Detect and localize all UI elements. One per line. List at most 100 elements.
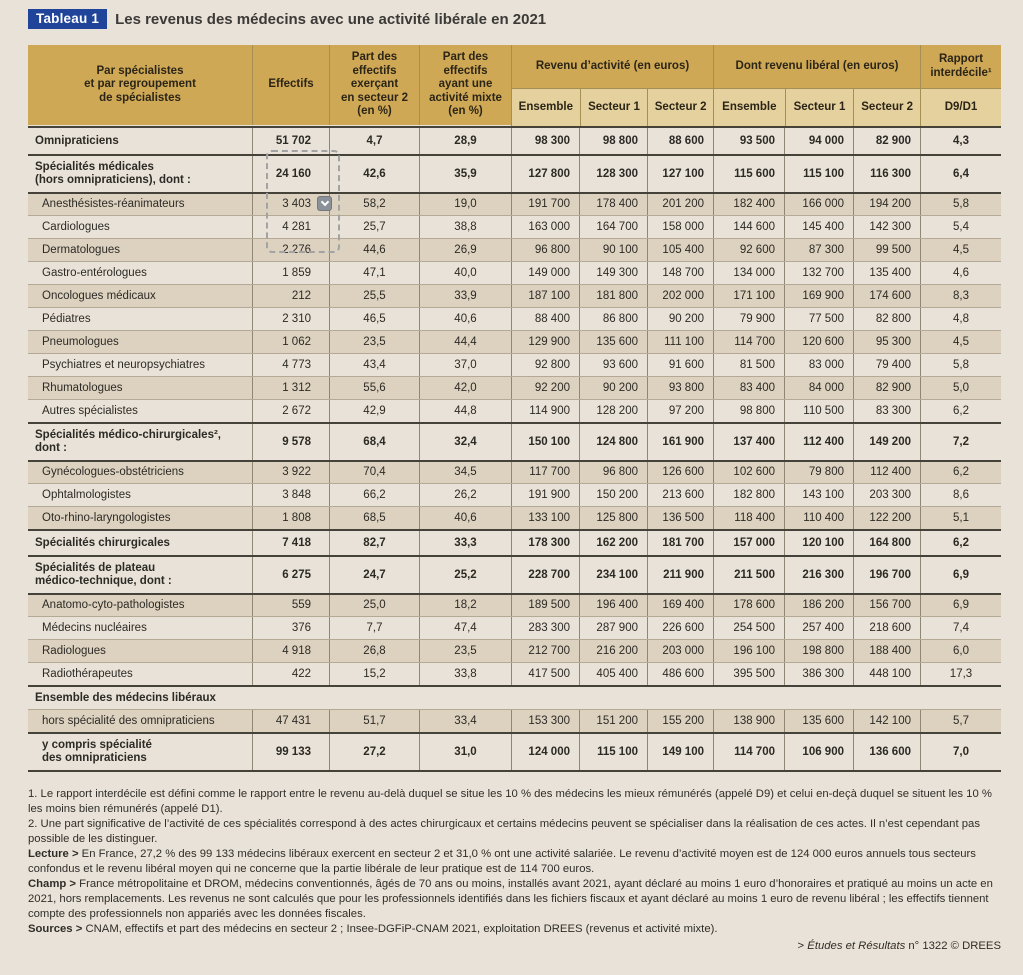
page-title: Les revenus des médecins avec une activi… <box>115 10 547 28</box>
cell-liberal-secteur2: 194 200 <box>853 194 920 215</box>
cell-effectifs: 4 773 <box>252 354 329 376</box>
cell-part-mixte: 44,8 <box>419 400 511 422</box>
cell-revenu-secteur1: 150 200 <box>579 484 647 506</box>
cell-part-mixte: 23,5 <box>419 640 511 662</box>
cell-revenu-secteur2: 202 000 <box>647 285 713 307</box>
cell-part-mixte: 26,2 <box>419 484 511 506</box>
header-group-revenu-activite: Revenu d’activité (en euros) Ensemble Se… <box>511 45 713 126</box>
table-row: Cardiologues 4 281 25,7 38,8 163 000 164 700 1… <box>28 215 1001 238</box>
cell-part-mixte: 33,4 <box>419 710 511 732</box>
cell-liberal-ensemble: 81 500 <box>713 354 784 376</box>
cell-revenu-ensemble: 191 900 <box>511 484 579 506</box>
header-group-rapport: Rapport interdécile¹ D9/D1 <box>920 45 1001 126</box>
cell-revenu-ensemble: 153 300 <box>511 710 579 732</box>
cell-d9-d1: 5,8 <box>920 194 1001 215</box>
cell-revenu-ensemble: 114 900 <box>511 400 579 422</box>
cell-label: Anesthésistes-réanimateurs <box>42 198 185 211</box>
cell-revenu-secteur2: 158 000 <box>647 216 713 238</box>
cell-revenu-ensemble: 189 500 <box>511 595 579 616</box>
cell-part-mixte: 44,4 <box>419 331 511 353</box>
cell-liberal-ensemble: 182 800 <box>713 484 784 506</box>
cell-part-secteur2: 25,0 <box>329 595 419 616</box>
cell-liberal-secteur2: 135 400 <box>853 262 920 284</box>
header-dont-liberal: Dont revenu libéral (en euros) <box>714 45 920 88</box>
cell-liberal-secteur2: 149 200 <box>853 424 920 460</box>
cell-part-secteur2: 70,4 <box>329 462 419 483</box>
selection-marquee[interactable] <box>266 150 340 253</box>
cell-d9-d1: 4,5 <box>920 239 1001 261</box>
cell-revenu-secteur2: 226 600 <box>647 617 713 639</box>
cell-liberal-ensemble: 114 700 <box>713 331 784 353</box>
cell-revenu-secteur2: 105 400 <box>647 239 713 261</box>
cell-d9-d1: 6,2 <box>920 462 1001 483</box>
table-row: Spécialités médicales (hors omnipraticie… <box>28 154 1001 192</box>
cell-label: Médecins nucléaires <box>42 621 147 634</box>
cell-revenu-secteur1: 287 900 <box>579 617 647 639</box>
table-row: Psychiatres et neuropsychiatres 4 773 43,4… <box>28 353 1001 376</box>
cell-part-secteur2: 66,2 <box>329 484 419 506</box>
cell-effectifs: 1 808 <box>252 507 329 529</box>
cell-revenu-secteur2: 148 700 <box>647 262 713 284</box>
cell-revenu-secteur2: 149 100 <box>647 734 713 770</box>
cell-liberal-secteur2: 142 300 <box>853 216 920 238</box>
cell-d9-d1: 5,0 <box>920 377 1001 399</box>
cell-revenu-secteur2: 155 200 <box>647 710 713 732</box>
cell-effectifs: 376 <box>252 617 329 639</box>
table-row: Oto-rhino-laryngologistes 1 808 68,5 40,6 13… <box>28 506 1001 529</box>
cell-liberal-ensemble: 93 500 <box>713 128 784 154</box>
cell-d9-d1: 5,4 <box>920 216 1001 238</box>
cell-label: Gynécologues-obstétriciens <box>42 466 184 479</box>
cell-revenu-secteur2: 88 600 <box>647 128 713 154</box>
cell-part-secteur2: 26,8 <box>329 640 419 662</box>
table-row: Dermatologues 2 276 44,6 26,9 96 800 90 100 10… <box>28 238 1001 261</box>
cell-effectifs: 422 <box>252 663 329 685</box>
table-row: Anatomo-cyto-pathologistes 559 25,0 18,2 189… <box>28 593 1001 616</box>
cell-liberal-secteur2: 136 600 <box>853 734 920 770</box>
cell-liberal-secteur2: 203 300 <box>853 484 920 506</box>
cell-revenu-secteur1: 164 700 <box>579 216 647 238</box>
cell-revenu-secteur1: 90 100 <box>579 239 647 261</box>
cell-liberal-ensemble: 114 700 <box>713 734 784 770</box>
header-effectifs: Effectifs <box>252 45 329 125</box>
cell-d9-d1: 5,8 <box>920 354 1001 376</box>
cell-revenu-secteur1: 149 300 <box>579 262 647 284</box>
cell-revenu-ensemble: 133 100 <box>511 507 579 529</box>
table-number-badge: Tableau 1 <box>28 9 108 29</box>
header-rapport-interdecile: Rapport interdécile¹ <box>921 45 1001 88</box>
cell-revenu-secteur2: 127 100 <box>647 156 713 192</box>
header-liberal-ensemble: Ensemble <box>714 89 785 126</box>
cell-liberal-secteur1: 145 400 <box>784 216 853 238</box>
table-row: Omnipraticiens 51 702 4,7 28,9 98 300 98 800 8… <box>28 128 1001 154</box>
cell-part-mixte: 38,8 <box>419 216 511 238</box>
cell-revenu-ensemble: 178 300 <box>511 531 579 555</box>
cell-liberal-secteur1: 257 400 <box>784 617 853 639</box>
cell-part-mixte: 40,0 <box>419 262 511 284</box>
cell-liberal-secteur1: 216 300 <box>784 557 853 593</box>
header-liberal-secteur1: Secteur 1 <box>784 89 854 126</box>
cell-liberal-secteur2: 83 300 <box>853 400 920 422</box>
cell-liberal-ensemble: 102 600 <box>713 462 784 483</box>
cell-liberal-secteur1: 132 700 <box>784 262 853 284</box>
footnote: Champ > France métropolitaine et DROM, m… <box>28 878 993 920</box>
cell-liberal-ensemble: 178 600 <box>713 595 784 616</box>
cell-label: Spécialités médico-chirurgicales², dont … <box>35 429 221 454</box>
cell-liberal-secteur2: 218 600 <box>853 617 920 639</box>
cell-revenu-secteur2: 486 600 <box>647 663 713 685</box>
cell-part-secteur2: 42,6 <box>329 156 419 192</box>
cell-part-mixte: 47,4 <box>419 617 511 639</box>
cell-revenu-secteur2: 169 400 <box>647 595 713 616</box>
cell-liberal-secteur1: 84 000 <box>784 377 853 399</box>
cell-liberal-ensemble: 254 500 <box>713 617 784 639</box>
cell-effectifs: 51 702 <box>252 128 329 154</box>
cell-effectifs: 3 403 <box>252 194 329 215</box>
cell-part-mixte: 37,0 <box>419 354 511 376</box>
selection-dropdown-button[interactable] <box>317 196 332 211</box>
cell-revenu-ensemble: 228 700 <box>511 557 579 593</box>
header-d9-d1: D9/D1 <box>921 89 1001 126</box>
cell-liberal-secteur1: 87 300 <box>784 239 853 261</box>
cell-label: Anatomo-cyto-pathologistes <box>42 599 185 612</box>
cell-label: Radiologues <box>42 644 106 657</box>
cell-liberal-ensemble: 79 900 <box>713 308 784 330</box>
cell-effectifs: 2 672 <box>252 400 329 422</box>
cell-liberal-secteur1: 169 900 <box>784 285 853 307</box>
